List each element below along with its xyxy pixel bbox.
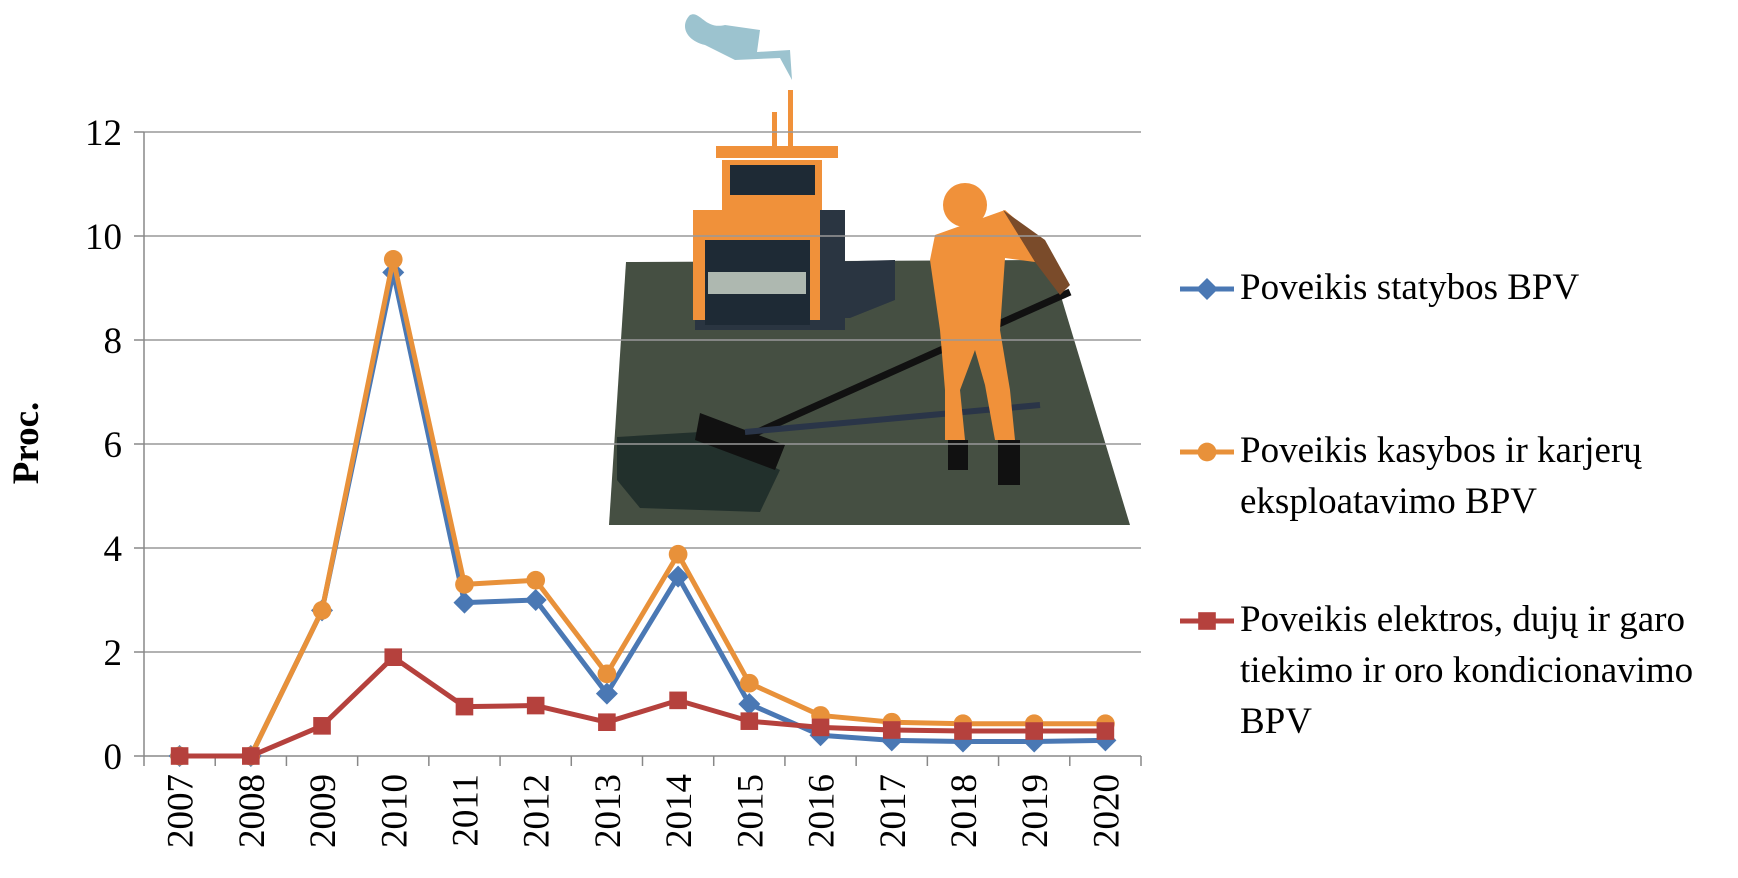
legend-icon — [1180, 442, 1234, 462]
x-tick-label: 2011 — [445, 774, 486, 847]
marker — [882, 721, 901, 739]
x-tick-label: 2017 — [873, 774, 914, 848]
x-tick-label: 2019 — [1015, 774, 1056, 848]
y-tick-label: 12 — [85, 113, 122, 154]
marker — [667, 565, 690, 588]
series-line — [179, 654, 1106, 759]
marker — [384, 648, 403, 666]
marker — [1025, 722, 1043, 740]
x-tick-label: 2009 — [303, 774, 344, 848]
legend-label: Poveikis kasybos ir karjerų eksploatavim… — [1240, 430, 1642, 522]
y-tick-label: 4 — [104, 529, 123, 570]
marker — [597, 664, 617, 684]
marker — [1198, 612, 1216, 630]
y-tick-label: 2 — [104, 633, 123, 674]
y-tick-label: 0 — [104, 737, 123, 778]
x-tick-label: 2015 — [730, 774, 771, 848]
marker — [954, 722, 972, 740]
legend-item: Poveikis elektros, dujų ir garo tiekimo … — [1180, 594, 1736, 747]
marker — [453, 591, 476, 614]
marker — [598, 713, 616, 731]
marker — [524, 589, 547, 611]
marker — [740, 712, 759, 730]
x-tick-label: 2008 — [232, 774, 273, 848]
legend-item: Poveikis statybos BPV — [1180, 262, 1736, 313]
marker — [313, 717, 331, 735]
y-tick-label: 10 — [85, 217, 122, 258]
marker — [526, 570, 546, 590]
legend-label: Poveikis elektros, dujų ir garo tiekimo … — [1240, 599, 1694, 742]
marker — [1096, 722, 1115, 740]
x-tick-label: 2007 — [161, 774, 202, 848]
illustration — [609, 14, 1130, 525]
y-axis-label: Proc. — [6, 402, 47, 485]
legend-icon — [1180, 278, 1234, 300]
marker — [242, 747, 260, 765]
marker — [669, 691, 687, 710]
x-tick-label: 2012 — [517, 774, 558, 848]
marker — [312, 601, 332, 620]
marker — [170, 747, 189, 765]
legend-item: Poveikis kasybos ir karjerų eksploatavim… — [1180, 425, 1736, 527]
x-tick-label: 2013 — [588, 774, 629, 848]
x-tick-label: 2020 — [1086, 774, 1127, 848]
marker — [811, 718, 830, 737]
legend-label: Poveikis statybos BPV — [1240, 267, 1580, 308]
series-line — [179, 256, 1106, 759]
x-tick-label: 2016 — [802, 774, 843, 848]
legend-icon — [1180, 612, 1234, 630]
marker — [739, 673, 759, 693]
marker — [1196, 278, 1218, 300]
marker — [526, 696, 545, 715]
marker — [595, 682, 618, 705]
x-tick-label: 2014 — [659, 774, 700, 848]
marker — [383, 250, 403, 269]
marker — [668, 544, 688, 564]
marker — [1197, 442, 1217, 462]
y-tick-label: 6 — [104, 425, 123, 466]
y-tick-label: 8 — [104, 321, 123, 362]
marker — [738, 693, 761, 715]
x-tick-label: 2018 — [944, 774, 985, 848]
x-tick-label: 2010 — [374, 774, 415, 848]
marker — [455, 697, 474, 716]
marker — [455, 575, 474, 594]
